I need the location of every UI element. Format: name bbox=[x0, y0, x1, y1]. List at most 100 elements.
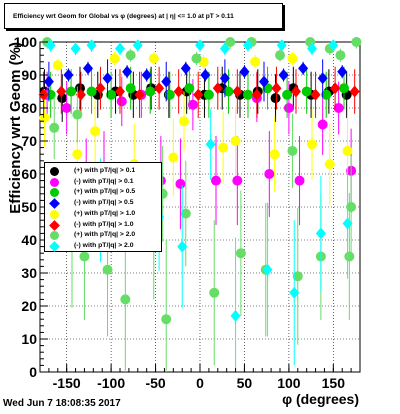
data-point bbox=[90, 126, 101, 137]
y-tick-label: 60 bbox=[21, 166, 37, 182]
data-point bbox=[270, 93, 281, 104]
data-point bbox=[298, 62, 309, 75]
data-point bbox=[317, 72, 328, 85]
data-point bbox=[346, 202, 357, 212]
data-point bbox=[179, 116, 189, 127]
data-point bbox=[335, 50, 346, 61]
data-point bbox=[45, 39, 56, 52]
data-point bbox=[86, 39, 97, 52]
data-point bbox=[251, 88, 262, 101]
x-axis-label: φ (degrees) bbox=[282, 391, 359, 407]
data-point bbox=[232, 85, 243, 98]
legend-marker-icon bbox=[50, 177, 59, 187]
data-point bbox=[161, 75, 172, 88]
data-point bbox=[164, 89, 175, 100]
data-point bbox=[317, 119, 328, 130]
data-point bbox=[235, 248, 246, 259]
legend-marker-icon bbox=[49, 198, 60, 210]
data-point bbox=[177, 240, 188, 253]
data-point bbox=[291, 85, 301, 98]
data-point bbox=[287, 53, 298, 64]
data-point bbox=[307, 42, 317, 55]
data-point bbox=[63, 69, 74, 81]
data-point bbox=[205, 138, 216, 151]
legend-entry: (-) with pT/|q| > 2.0 bbox=[48, 240, 160, 252]
data-point bbox=[243, 89, 253, 100]
data-point bbox=[225, 37, 236, 47]
data-point bbox=[307, 139, 317, 150]
data-point bbox=[184, 83, 195, 94]
y-tick-label: 0 bbox=[29, 364, 37, 380]
data-point bbox=[109, 53, 120, 64]
data-point bbox=[283, 103, 294, 113]
data-point bbox=[333, 103, 344, 113]
data-point bbox=[342, 145, 353, 156]
data-point bbox=[209, 287, 220, 298]
data-point bbox=[145, 86, 156, 97]
data-point bbox=[212, 82, 223, 95]
data-point bbox=[175, 178, 186, 189]
data-point bbox=[282, 89, 293, 100]
legend-marker-icon bbox=[50, 167, 59, 176]
data-point bbox=[49, 122, 60, 133]
legend-entry: (+) with pT/|q| > 0.5 bbox=[48, 187, 160, 198]
data-point bbox=[269, 149, 280, 160]
y-tick-label: 80 bbox=[21, 100, 37, 116]
data-point bbox=[232, 175, 243, 186]
data-point bbox=[180, 62, 191, 75]
data-points bbox=[38, 37, 362, 372]
data-point bbox=[168, 152, 179, 163]
data-point bbox=[292, 271, 303, 282]
data-point bbox=[120, 294, 131, 305]
title-box: Efficiency wrt Geom for Global vs φ (deg… bbox=[4, 3, 283, 29]
y-tick-label: 10 bbox=[21, 331, 37, 347]
legend-marker-icon bbox=[49, 219, 60, 231]
data-point bbox=[86, 86, 97, 97]
data-point bbox=[72, 109, 83, 120]
data-point bbox=[271, 82, 282, 95]
data-point bbox=[102, 72, 113, 85]
legend-entry: (+) with pT/|q| > 2.0 bbox=[48, 230, 160, 241]
x-tick-label: -100 bbox=[97, 375, 125, 391]
data-point bbox=[75, 88, 86, 101]
data-point bbox=[125, 50, 136, 61]
data-point bbox=[294, 175, 305, 186]
data-point bbox=[180, 208, 191, 219]
data-point bbox=[278, 69, 289, 81]
y-tick-label: 100 bbox=[14, 34, 38, 50]
legend-marker-icon bbox=[50, 188, 59, 198]
data-point bbox=[275, 50, 285, 61]
legend-entry: (+) with pT/|q| > 0.1 bbox=[48, 166, 160, 177]
x-tick-label: 150 bbox=[322, 375, 346, 391]
series-5 bbox=[39, 51, 353, 205]
data-point bbox=[39, 112, 50, 123]
data-point bbox=[106, 89, 117, 100]
data-point bbox=[191, 53, 202, 64]
x-tick-label: -150 bbox=[53, 375, 81, 391]
data-point bbox=[203, 89, 214, 100]
data-point bbox=[289, 286, 300, 299]
data-point bbox=[187, 99, 198, 110]
data-point bbox=[230, 136, 241, 146]
data-point bbox=[70, 42, 81, 55]
data-point bbox=[211, 175, 221, 186]
axes: -150 -100 -50 0 50 100 150 0 10 20 30 40 50 60 70 80 90 1… bbox=[14, 34, 361, 391]
data-point bbox=[61, 103, 72, 113]
data-point bbox=[125, 83, 136, 94]
data-point bbox=[173, 85, 184, 98]
data-point bbox=[83, 62, 93, 75]
data-point bbox=[219, 72, 230, 85]
data-point bbox=[66, 86, 77, 97]
data-point bbox=[57, 93, 68, 104]
data-point bbox=[219, 42, 230, 55]
x-tick-label: 100 bbox=[277, 375, 301, 391]
legend-label: (-) with pT/|q| > 0.1 bbox=[74, 177, 134, 185]
series-4 bbox=[43, 59, 348, 102]
data-point bbox=[134, 88, 145, 101]
legend-label: (-) with pT/|q| > 1.0 bbox=[74, 220, 134, 228]
x-tick-label: -50 bbox=[145, 375, 165, 391]
data-point bbox=[276, 39, 287, 52]
data-point bbox=[52, 60, 63, 71]
legend-label: (+) with pT/|q| > 0.5 bbox=[74, 188, 136, 196]
